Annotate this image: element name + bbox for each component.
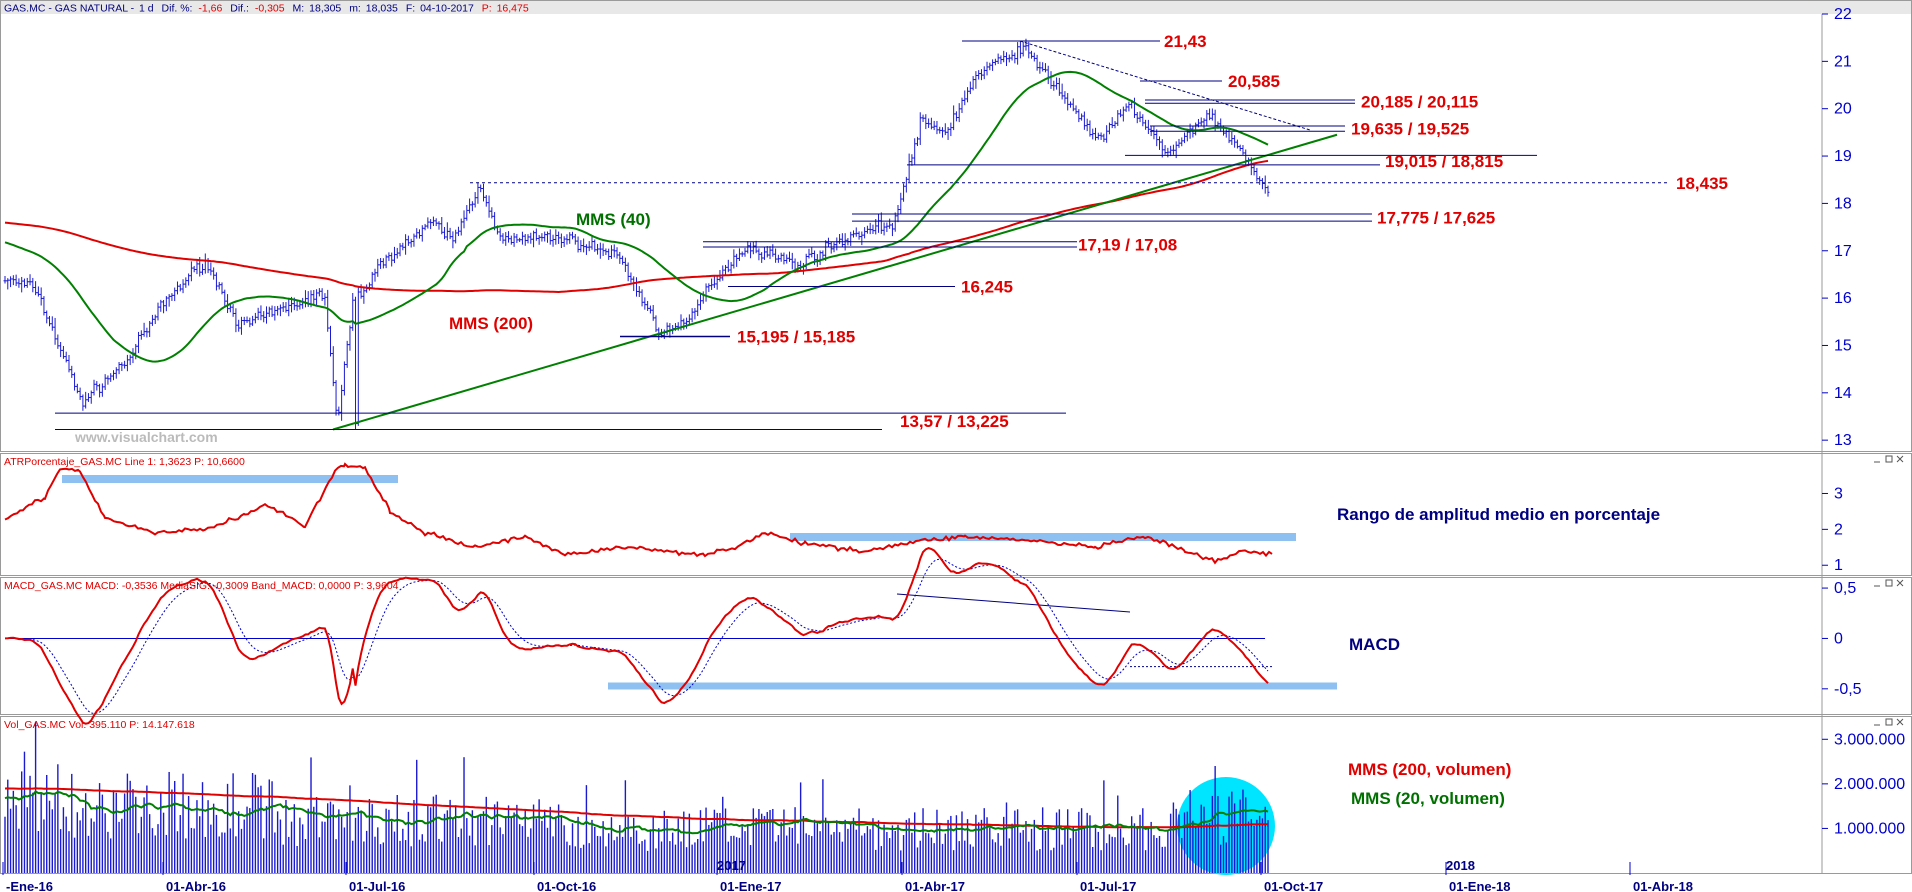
level-label: 20,185 / 20,115 <box>1361 93 1478 112</box>
x-tick-label: 01-Oct-16 <box>537 879 596 892</box>
y-tick-label: 16 <box>1834 290 1852 307</box>
price-bars <box>4 39 1270 430</box>
vol-mms200-label: MMS (200, volumen) <box>1348 760 1511 779</box>
restore-icon <box>1886 456 1892 462</box>
close-icon <box>1897 456 1903 462</box>
volume-panel-header: Vol_GAS.MC Vol: 395.110 P: 14.147.618 <box>4 719 195 731</box>
y-tick-label: 20 <box>1834 101 1852 118</box>
x-tick-label: 01-Oct-17 <box>1264 879 1323 892</box>
level-label: 13,57 / 13,225 <box>900 412 1009 431</box>
level-label: 19,015 / 18,815 <box>1385 152 1503 171</box>
window-controls <box>1874 456 1903 725</box>
y-tick-label: 17 <box>1834 243 1852 260</box>
y-tick-label: 18 <box>1834 195 1852 212</box>
atr-panel-controls[interactable] <box>1874 456 1903 462</box>
level-label: 20,585 <box>1228 72 1280 91</box>
price-y-axis: 13 14 15 16 17 18 19 20 21 22 <box>1822 6 1852 449</box>
y-tick-label: 21 <box>1834 53 1852 70</box>
macd-panel: 0,5 0 -0,5 <box>5 548 1862 724</box>
y-tick-label: 1 <box>1834 557 1843 574</box>
y-tick-label: 3 <box>1834 485 1843 502</box>
macd-panel-controls[interactable] <box>1874 580 1903 586</box>
mid-year-label: 2017 <box>717 858 746 873</box>
x-tick-label: -Ene-16 <box>6 879 53 892</box>
price-header: GAS.MC - GAS NATURAL - 1 d Dif. %: -1,66… <box>1 1 1911 15</box>
watermark: www.visualchart.com <box>74 429 218 445</box>
y-tick-label: 13 <box>1834 432 1852 449</box>
level-label: 15,195 / 15,185 <box>737 327 855 346</box>
x-tick-label: 01-Jul-17 <box>1080 879 1136 892</box>
mms40-label: MMS (40) <box>576 210 651 229</box>
svg-text:GAS.MC - GAS NATURAL -: GAS.MC - GAS NATURAL - 1 d Dif. %: -1,66… <box>4 3 529 15</box>
y-tick-label: 0,5 <box>1834 580 1856 597</box>
level-label: 21,43 <box>1164 32 1207 51</box>
y-tick-label: 19 <box>1834 148 1852 165</box>
y-tick-label: 3.000.000 <box>1834 731 1905 748</box>
close-icon <box>1897 719 1903 725</box>
y-tick-label: 2.000.000 <box>1834 776 1905 793</box>
x-tick-label: 01-Jul-16 <box>349 879 405 892</box>
year-label: 2018 <box>1446 858 1475 873</box>
volume-panel: 1.000.000 2.000.000 3.000.000 <box>5 722 1905 875</box>
y-tick-label: 2 <box>1834 521 1843 538</box>
level-label: 17,19 / 17,08 <box>1078 236 1177 255</box>
x-tick-label: 01-Abr-17 <box>905 879 965 892</box>
y-tick-label: -0,5 <box>1834 681 1862 698</box>
vol-mms20-label: MMS (20, volumen) <box>1351 789 1505 808</box>
atr-panel-header: ATRPorcentaje_GAS.MC Line 1: 1,3623 P: 1… <box>4 456 245 468</box>
y-tick-label: 15 <box>1834 337 1852 354</box>
x-tick-label: 01-Abr-18 <box>1633 879 1693 892</box>
price-header-symbol: GAS.MC - GAS NATURAL - <box>4 3 137 15</box>
price-levels: 21,43 20,585 20,185 / 20,115 19,635 / 19,52… <box>55 32 1728 431</box>
x-tick-label: 01-Ene-17 <box>720 879 781 892</box>
close-icon <box>1897 580 1903 586</box>
y-tick-label: 14 <box>1834 385 1852 402</box>
x-tick-label: 01-Ene-18 <box>1449 879 1510 892</box>
level-label: 18,435 <box>1676 174 1728 193</box>
mms200-label: MMS (200) <box>449 314 533 333</box>
macd-title: MACD <box>1349 635 1400 654</box>
macd-line <box>5 548 1268 724</box>
panel-frames <box>1 1 1912 875</box>
restore-icon <box>1886 580 1892 586</box>
atr-title: Rango de amplitud medio en porcentaje <box>1337 505 1660 524</box>
level-label: 16,245 <box>961 278 1013 297</box>
y-tick-label: 1.000.000 <box>1834 820 1905 837</box>
y-tick-label: 22 <box>1834 6 1852 23</box>
x-tick-label: 01-Abr-16 <box>166 879 226 892</box>
level-label: 17,775 / 17,625 <box>1377 209 1495 228</box>
level-label: 19,635 / 19,525 <box>1351 120 1469 139</box>
volume-panel-controls[interactable] <box>1874 719 1903 725</box>
restore-icon <box>1886 719 1892 725</box>
y-tick-label: 0 <box>1834 630 1843 647</box>
uptrend-line <box>333 135 1337 430</box>
macd-divergence-line <box>897 594 1130 612</box>
